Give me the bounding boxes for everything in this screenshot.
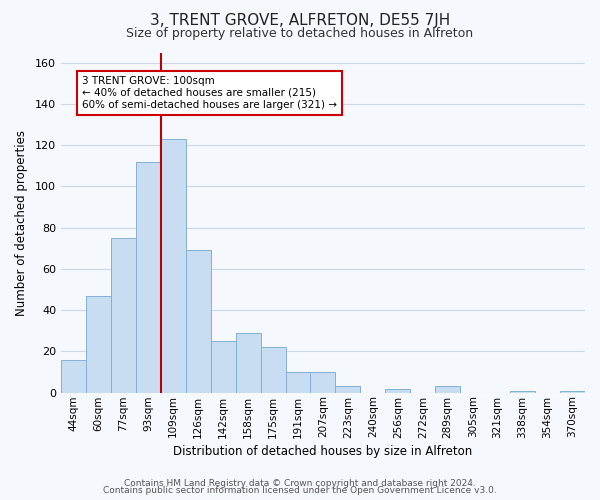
Y-axis label: Number of detached properties: Number of detached properties [15,130,28,316]
Bar [136,162,161,392]
Bar [335,386,361,392]
Bar [286,372,310,392]
Text: Contains HM Land Registry data © Crown copyright and database right 2024.: Contains HM Land Registry data © Crown c… [124,478,476,488]
Bar [510,390,535,392]
Bar [260,348,286,393]
Text: 3 TRENT GROVE: 100sqm
← 40% of detached houses are smaller (215)
60% of semi-det: 3 TRENT GROVE: 100sqm ← 40% of detached … [82,76,337,110]
Bar [161,139,186,392]
Bar [211,341,236,392]
Bar [61,360,86,392]
Bar [236,333,260,392]
Text: Contains public sector information licensed under the Open Government Licence v3: Contains public sector information licen… [103,486,497,495]
Bar [435,386,460,392]
Text: 3, TRENT GROVE, ALFRETON, DE55 7JH: 3, TRENT GROVE, ALFRETON, DE55 7JH [150,12,450,28]
Bar [186,250,211,392]
X-axis label: Distribution of detached houses by size in Alfreton: Distribution of detached houses by size … [173,444,473,458]
Bar [385,388,410,392]
Bar [560,390,585,392]
Bar [310,372,335,392]
Bar [86,296,111,392]
Bar [111,238,136,392]
Text: Size of property relative to detached houses in Alfreton: Size of property relative to detached ho… [127,28,473,40]
